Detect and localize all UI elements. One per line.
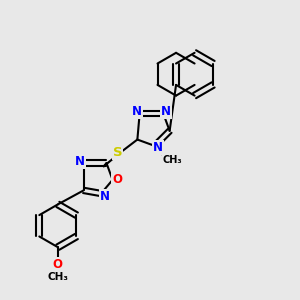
Text: N: N xyxy=(100,190,110,203)
Text: N: N xyxy=(132,105,142,118)
Text: N: N xyxy=(161,105,171,118)
Text: O: O xyxy=(53,258,63,271)
Text: S: S xyxy=(112,146,122,158)
Text: N: N xyxy=(153,141,163,154)
Text: CH₃: CH₃ xyxy=(47,272,68,282)
Text: CH₃: CH₃ xyxy=(163,155,182,165)
Text: N: N xyxy=(75,155,85,168)
Text: O: O xyxy=(112,173,122,186)
